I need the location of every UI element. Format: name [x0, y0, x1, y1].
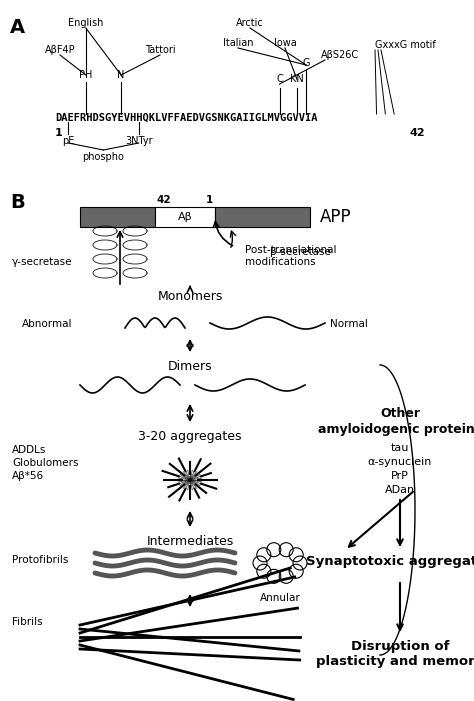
Text: Intermediates: Intermediates: [146, 535, 234, 548]
Text: phospho: phospho: [82, 152, 124, 162]
Text: Globulomers: Globulomers: [12, 458, 79, 468]
Text: 1: 1: [55, 128, 63, 138]
Text: APP: APP: [320, 208, 352, 226]
Text: Monomers: Monomers: [157, 290, 223, 303]
Text: Synaptotoxic aggregates: Synaptotoxic aggregates: [306, 555, 474, 568]
Text: AβS26C: AβS26C: [321, 50, 359, 60]
Text: B: B: [10, 193, 25, 212]
Text: Italian: Italian: [223, 38, 253, 48]
Text: PrP: PrP: [391, 471, 409, 481]
Text: pE: pE: [62, 136, 74, 146]
Text: Disruption of
plasticity and memory: Disruption of plasticity and memory: [316, 640, 474, 668]
Text: tau: tau: [391, 443, 409, 453]
Text: Normal: Normal: [330, 319, 368, 329]
Text: G: G: [302, 58, 310, 68]
Text: Arctic: Arctic: [236, 18, 264, 28]
Text: Dimers: Dimers: [168, 360, 212, 373]
Text: ADDLs: ADDLs: [12, 445, 46, 455]
Text: β-secretase: β-secretase: [270, 247, 331, 257]
Text: A: A: [10, 18, 25, 37]
Text: 42: 42: [410, 128, 425, 138]
Text: amyloidogenic proteins: amyloidogenic proteins: [318, 423, 474, 436]
Text: Aβ*56: Aβ*56: [12, 471, 44, 481]
Text: AβF4P: AβF4P: [45, 45, 75, 55]
Text: Aβ: Aβ: [178, 212, 192, 222]
Text: KN: KN: [291, 74, 304, 84]
Text: α-synuclein: α-synuclein: [368, 457, 432, 467]
Text: 42: 42: [157, 195, 172, 205]
Text: Tattori: Tattori: [145, 45, 175, 55]
Text: N: N: [118, 70, 125, 80]
Text: Protofibrils: Protofibrils: [12, 555, 68, 565]
Text: Iowa: Iowa: [273, 38, 296, 48]
Text: Other: Other: [380, 407, 420, 420]
Text: Post-translational
modifications: Post-translational modifications: [245, 245, 337, 266]
Text: DAEFRHDSGYEVHHQKLVFFAEDVGSNKGAIIGLMVGGVVIA: DAEFRHDSGYEVHHQKLVFFAEDVGSNKGAIIGLMVGGVV…: [55, 113, 318, 123]
Text: Abnormal: Abnormal: [22, 319, 73, 329]
Text: Fibrils: Fibrils: [12, 617, 43, 627]
Text: 1: 1: [206, 195, 213, 205]
Text: GxxxG motif: GxxxG motif: [374, 40, 436, 50]
Text: C: C: [276, 74, 283, 84]
Text: 3NTyr: 3NTyr: [125, 136, 153, 146]
Text: Annular: Annular: [260, 593, 301, 603]
Bar: [155, 207, 215, 227]
Text: ADan: ADan: [385, 485, 415, 495]
Text: PH: PH: [79, 70, 92, 80]
Text: γ-secretase: γ-secretase: [12, 257, 73, 267]
Bar: [80, 207, 155, 227]
Bar: [215, 207, 310, 227]
Text: 3-20 aggregates: 3-20 aggregates: [138, 430, 242, 443]
Text: English: English: [68, 18, 103, 28]
